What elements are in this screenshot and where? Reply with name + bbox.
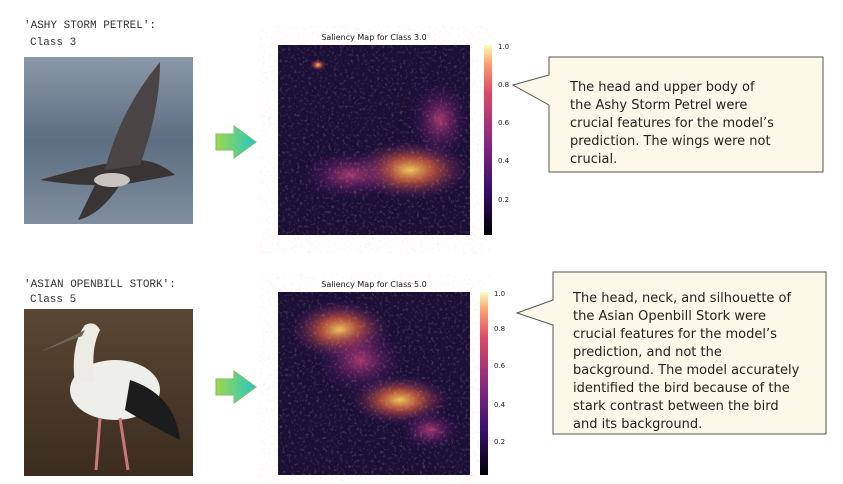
caption-line: the Asian Openbill Stork were [573, 309, 766, 324]
colorbar-tick-label: 1.0 [494, 290, 505, 298]
saliency-map [278, 292, 470, 475]
class-label: Class 5 [30, 294, 76, 306]
arrow [215, 125, 257, 159]
map-title: Saliency Map for Class 5.0 [321, 280, 426, 289]
callout [515, 271, 827, 435]
caption-line: prediction. The wings were not [570, 134, 771, 149]
row: 'ASHY STORM PETREL': Class 3 Saliency Ma… [24, 20, 824, 235]
colorbar [480, 292, 488, 475]
colorbar-tick-label: 0.8 [494, 325, 505, 333]
caption-line: prediction, and not the [573, 345, 722, 360]
row: 'ASIAN OPENBILL STORK': Class 5 Saliency… [24, 271, 827, 476]
bird-photo [24, 309, 193, 476]
caption-line: crucial features for the model’s [573, 327, 777, 342]
bird-label: 'ASIAN OPENBILL STORK': [24, 279, 176, 291]
colorbar-tick-label: 1.0 [498, 43, 509, 51]
bird-photo [24, 57, 193, 224]
colorbar-tick-label: 0.2 [494, 438, 505, 446]
map-title: Saliency Map for Class 3.0 [321, 33, 426, 42]
colorbar-tick-label: 0.4 [498, 157, 510, 165]
caption-line: crucial features for the model’s [570, 116, 774, 131]
caption-line: stark contrast between the bird [573, 399, 779, 414]
colorbar-tick-label: 0.4 [494, 401, 506, 409]
caption-line: The head, neck, and silhouette of [572, 291, 792, 306]
arrow [215, 370, 257, 404]
class-label: Class 3 [30, 37, 76, 49]
caption-line: background. The model accurately [573, 363, 800, 378]
caption-line: and its background. [573, 417, 702, 432]
colorbar-tick-label: 0.8 [498, 81, 509, 89]
caption-line: the Ashy Storm Petrel were [570, 98, 747, 113]
colorbar-tick-label: 0.6 [498, 119, 510, 127]
caption-line: identified the bird because of the [573, 381, 790, 396]
colorbar-tick-label: 0.6 [494, 362, 506, 370]
caption-line: The head and upper body of [569, 80, 755, 95]
caption-line: crucial. [570, 152, 617, 167]
colorbar [484, 45, 492, 235]
callout [511, 56, 824, 173]
colorbar-tick-label: 0.2 [498, 196, 509, 204]
bird-label: 'ASHY STORM PETREL': [24, 20, 156, 32]
saliency-map [278, 45, 470, 235]
